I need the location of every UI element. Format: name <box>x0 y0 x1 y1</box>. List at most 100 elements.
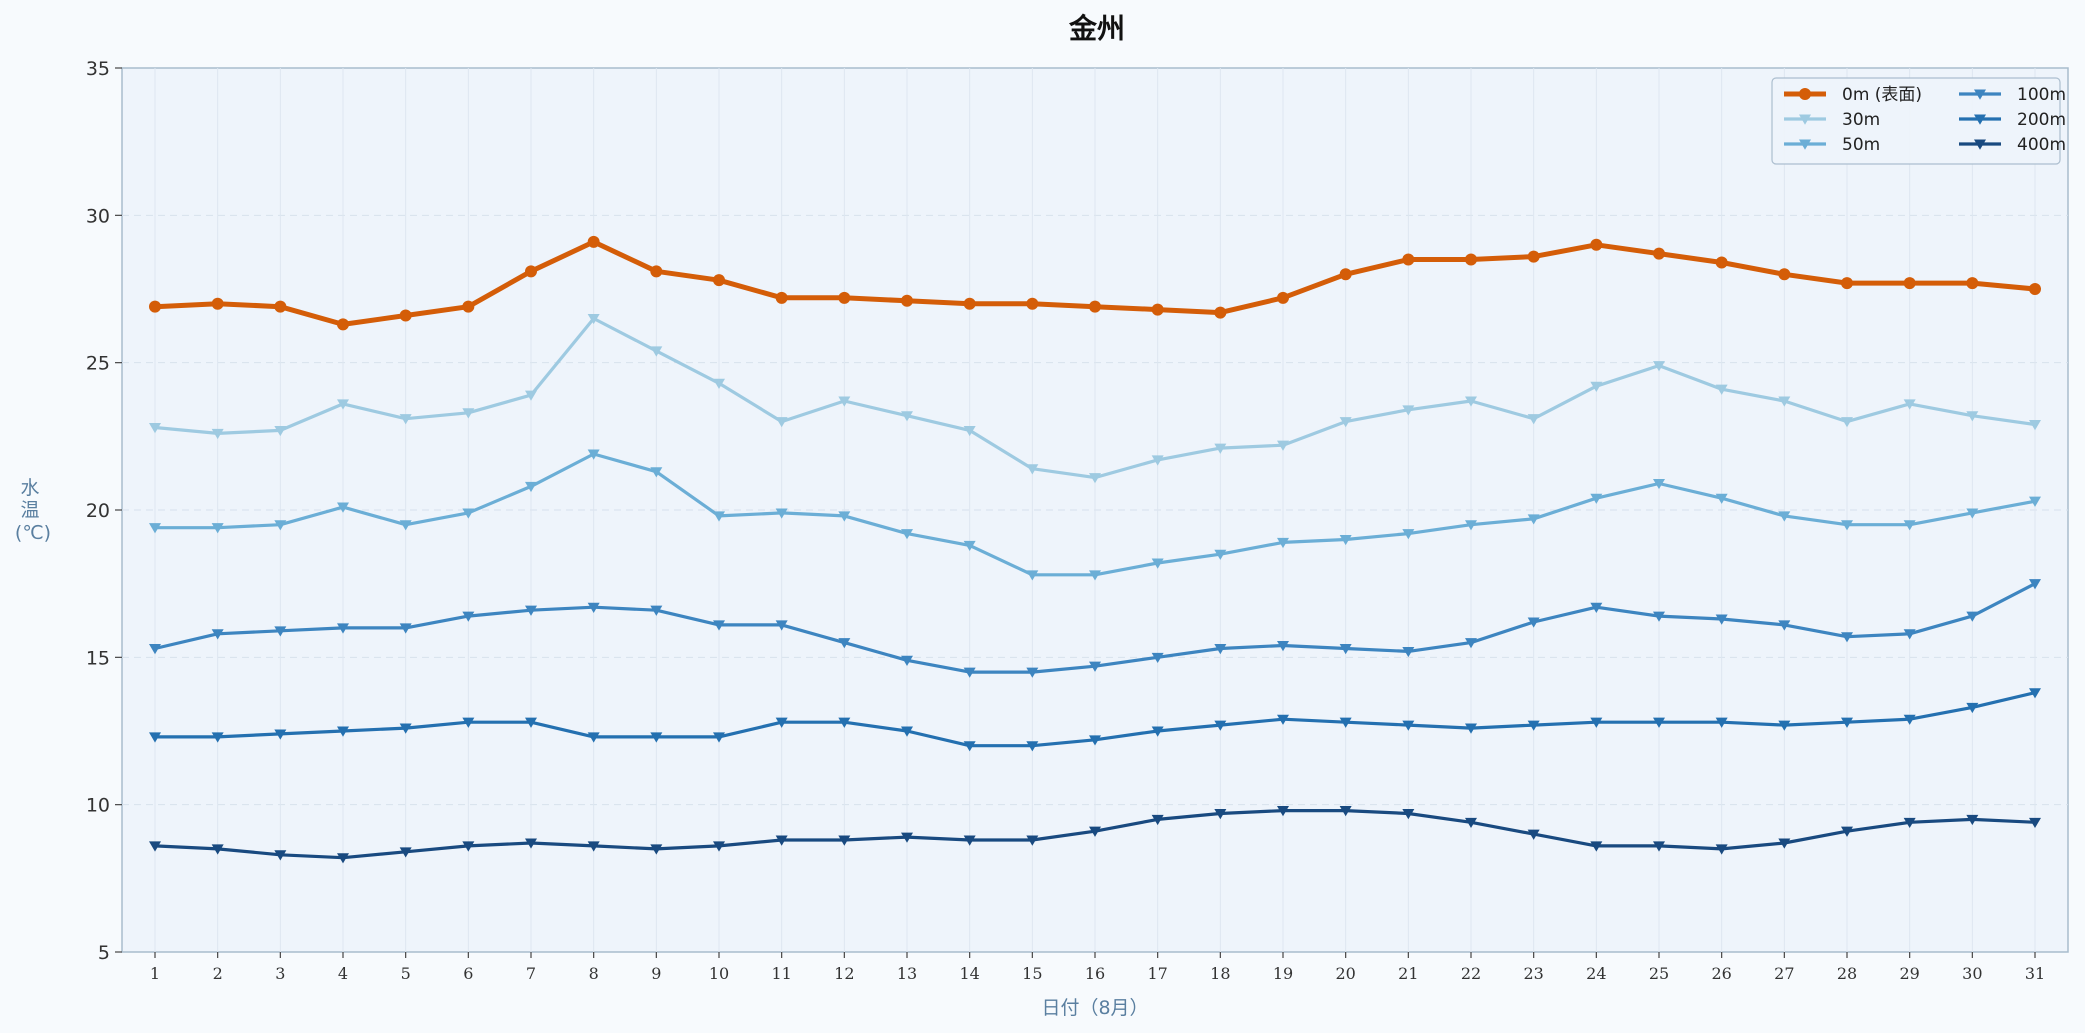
legend-marker <box>1799 114 1811 125</box>
data-point <box>1653 841 1665 852</box>
data-point <box>1465 638 1477 649</box>
data-point <box>775 620 788 631</box>
data-point <box>1778 720 1791 731</box>
data-point <box>1026 741 1039 752</box>
data-point <box>713 841 725 852</box>
data-point <box>337 399 349 410</box>
data-point <box>274 520 287 531</box>
data-point <box>713 620 725 631</box>
data-point <box>1151 652 1164 664</box>
data-point <box>337 318 349 331</box>
data-point <box>901 529 913 540</box>
data-point <box>399 414 412 425</box>
data-point <box>1841 717 1853 728</box>
data-point <box>2029 420 2041 431</box>
data-point <box>1089 661 1101 672</box>
data-point <box>587 602 600 613</box>
x-tick-label: 20 <box>1335 964 1355 983</box>
data-point <box>1277 714 1289 725</box>
data-point <box>838 717 851 728</box>
data-point <box>1778 268 1791 281</box>
data-point <box>901 655 913 666</box>
data-point <box>462 611 475 622</box>
data-point <box>211 844 224 855</box>
data-point <box>775 508 788 519</box>
data-point <box>1841 632 1853 643</box>
x-tick-label: 13 <box>897 964 917 983</box>
data-point <box>274 425 287 437</box>
data-point <box>1465 396 1477 407</box>
data-point <box>1277 440 1289 451</box>
x-tick-label: 16 <box>1085 964 1105 983</box>
data-point <box>1527 617 1540 628</box>
data-point <box>525 265 537 278</box>
data-point <box>525 605 537 616</box>
x-tick-label: 27 <box>1774 964 1794 983</box>
data-point <box>1214 306 1227 319</box>
legend-label: 30m <box>1842 110 1880 130</box>
x-tick-label: 15 <box>1022 964 1042 983</box>
x-tick-label: 2 <box>213 964 223 983</box>
data-point <box>713 274 725 287</box>
data-point <box>462 408 475 419</box>
data-point <box>337 502 349 513</box>
legend-label: 100m <box>2017 85 2066 105</box>
data-point <box>1277 641 1289 652</box>
data-point <box>1590 717 1603 728</box>
data-point <box>650 844 663 855</box>
data-point <box>1089 735 1101 746</box>
x-tick-label: 17 <box>1147 964 1167 983</box>
data-point <box>901 832 913 843</box>
data-point <box>399 723 412 734</box>
data-point <box>1339 268 1352 281</box>
data-point <box>1277 537 1289 549</box>
data-point <box>149 422 161 434</box>
data-point <box>775 717 788 728</box>
data-point <box>1026 297 1039 310</box>
data-point <box>1214 809 1227 820</box>
y-tick-label: 10 <box>86 795 110 817</box>
data-point <box>1402 809 1415 820</box>
data-point <box>462 300 475 313</box>
data-point <box>901 294 913 307</box>
data-point <box>1903 520 1916 531</box>
x-tick-label: 24 <box>1586 964 1606 983</box>
y-tick-label: 35 <box>86 58 110 80</box>
y-tick-label: 20 <box>86 500 110 522</box>
data-point <box>1089 826 1101 837</box>
data-point <box>713 732 725 743</box>
data-point <box>1151 814 1164 826</box>
data-point <box>1214 443 1227 454</box>
data-point <box>650 732 663 743</box>
data-point <box>274 850 287 861</box>
data-point <box>1590 238 1603 251</box>
data-point <box>1966 277 1979 290</box>
data-point <box>775 835 788 846</box>
data-point <box>1903 277 1916 290</box>
data-point <box>149 300 161 313</box>
x-tick-label: 12 <box>834 964 854 983</box>
legend-label: 200m <box>2017 110 2066 130</box>
x-tick-label: 14 <box>959 964 979 983</box>
data-point <box>1966 508 1979 519</box>
data-point <box>1715 384 1728 395</box>
series-0 <box>149 235 2041 331</box>
data-point <box>1841 826 1853 837</box>
y-axis-label: 水 温 (℃) <box>15 477 51 544</box>
data-point <box>1590 602 1603 613</box>
data-point <box>713 511 725 522</box>
data-point <box>1465 520 1477 531</box>
x-tick-label: 21 <box>1398 964 1418 983</box>
data-point <box>337 726 349 737</box>
data-point <box>838 638 851 649</box>
data-point <box>1966 814 1979 826</box>
data-point <box>838 835 851 846</box>
x-tick-label: 19 <box>1273 964 1293 983</box>
x-tick-label: 23 <box>1523 964 1543 983</box>
x-tick-label: 6 <box>463 964 473 983</box>
data-point <box>1339 717 1352 728</box>
y-axis-label-line-2: 温 <box>20 499 39 521</box>
y-tick-label: 5 <box>98 942 110 964</box>
